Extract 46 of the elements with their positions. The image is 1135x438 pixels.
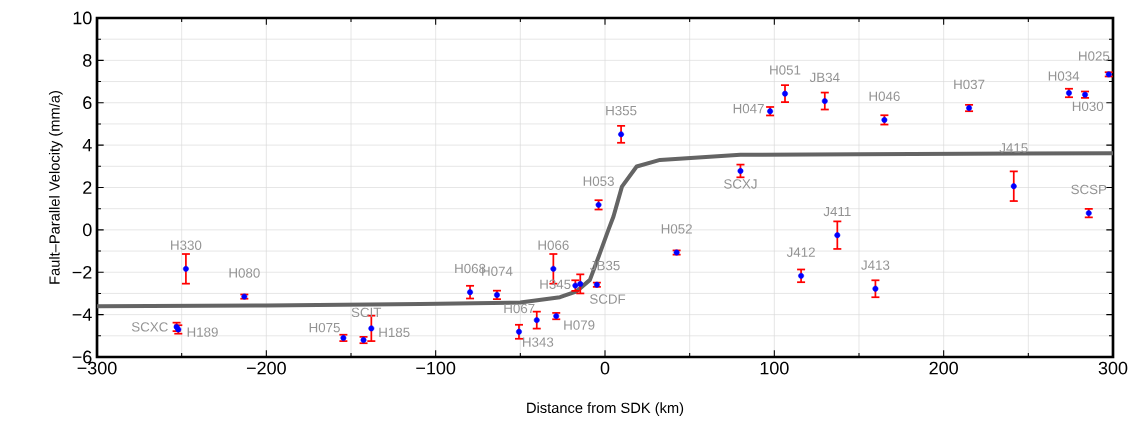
annotation: J412 [786, 247, 815, 257]
annotation: H080 [229, 268, 260, 278]
annotation: H046 [869, 91, 900, 101]
annotation: H037 [954, 79, 985, 90]
annotation: J411 [823, 206, 851, 217]
annotation: H330 [171, 240, 202, 250]
annotation: SCSP [1071, 184, 1107, 195]
annotation: H047 [733, 103, 764, 114]
annotation: H052 [661, 224, 692, 234]
annotation: H343 [523, 337, 554, 347]
x-tick-label: 0 [600, 361, 610, 375]
x-tick-label: −100 [416, 361, 456, 375]
annotation: H079 [564, 320, 595, 330]
x-tick-label: 200 [929, 361, 958, 375]
annotation: H185 [379, 327, 410, 338]
annotation: H066 [538, 240, 569, 250]
x-tick-label: 300 [1098, 361, 1128, 375]
annotation: SCIT [351, 307, 382, 318]
annotation: SCXJ [724, 179, 757, 189]
annotation: H075 [309, 322, 340, 333]
annotation: H025 [1079, 51, 1110, 61]
annotation: H345 [540, 279, 571, 289]
y-tick-label: −2 [72, 265, 92, 279]
y-tick-label: 10 [73, 11, 92, 25]
y-tick-label: 8 [83, 54, 92, 67]
annotation: SCXC [131, 322, 168, 332]
annotation: J413 [861, 260, 890, 270]
annotation: JB34 [809, 72, 840, 83]
y-tick-label: −4 [72, 308, 92, 321]
x-tick-label: −200 [246, 361, 286, 375]
y-tick-label: 4 [82, 138, 92, 152]
annotation: J415 [999, 143, 1028, 153]
y-tick-label: 0 [83, 223, 92, 237]
y-tick-label: 6 [83, 96, 92, 110]
x-axis-title: Distance from SDK (km) [527, 402, 684, 416]
annotation: H189 [187, 327, 218, 337]
x-tick-label: 100 [760, 361, 789, 375]
annotation: H067 [504, 303, 535, 314]
annotation: H355 [606, 105, 637, 116]
annotation: H053 [583, 176, 614, 186]
annotation: H034 [1048, 71, 1080, 81]
annotation: SCDF [590, 294, 626, 304]
y-axis-title: Fault–Parallel Velocity (mm/a) [48, 91, 63, 284]
y-tick-label: 2 [83, 181, 92, 194]
annotation: H051 [770, 65, 801, 75]
annotation: H030 [1072, 101, 1104, 112]
